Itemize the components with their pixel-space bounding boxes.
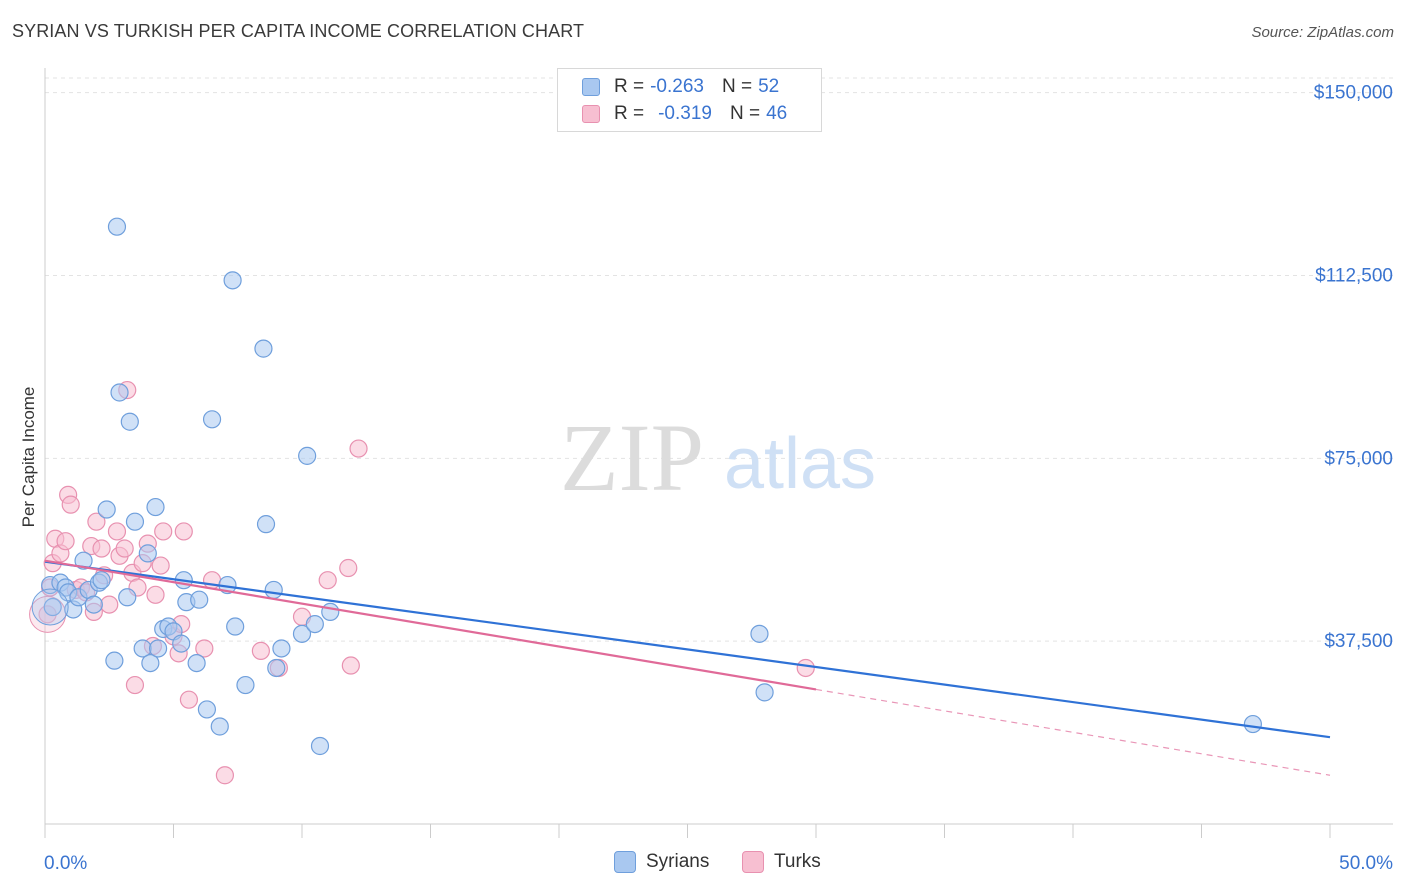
point-turks (179, 690, 199, 709)
point-turks (125, 675, 145, 695)
point-syrians (321, 602, 340, 622)
point-syrians (210, 717, 229, 736)
point-syrians (92, 571, 111, 590)
point-syrians (202, 410, 222, 429)
r-value-syrians: -0.263 (650, 76, 704, 97)
syrians-swatch (582, 78, 600, 96)
point-syrians (138, 544, 157, 563)
syrians-legend-label: Syrians (646, 851, 710, 872)
point-syrians (226, 617, 245, 636)
point-turks (87, 512, 106, 531)
point-turks (146, 585, 165, 604)
point-syrians (84, 595, 103, 614)
point-turks (92, 539, 111, 558)
point-turks (107, 522, 127, 541)
point-turks (174, 522, 193, 541)
watermark: ZIP atlas (560, 404, 876, 511)
point-syrians (298, 446, 317, 465)
tick-labels: $37,500 $75,000 $112,500 $150,000 0.0% 50.0% (44, 83, 1393, 874)
correlation-legend: R = -0.263 N = 52 R = -0.319 N = 46 (557, 68, 822, 132)
n-label: N = (721, 76, 753, 97)
legend-item-syrians[interactable]: Syrians (614, 851, 709, 873)
turks-swatch (582, 105, 600, 123)
point-turks (349, 439, 368, 458)
point-syrians (120, 412, 139, 431)
legend-row-turks: R = -0.319 N = 46 (582, 102, 787, 126)
point-turks (796, 658, 815, 678)
point-syrians (256, 515, 276, 534)
point-syrians (43, 597, 62, 617)
point-turks (115, 539, 134, 558)
point-turks (215, 766, 234, 785)
n-label: N = (729, 103, 761, 124)
watermark-zip: ZIP (560, 404, 704, 511)
point-syrians (223, 271, 242, 290)
point-turks (341, 656, 360, 675)
point-syrians (305, 614, 324, 634)
point-syrians (187, 653, 206, 673)
n-value-turks: 46 (766, 103, 788, 124)
trend-line-syrians (44, 560, 1331, 739)
point-syrians (146, 497, 165, 517)
point-turks (195, 639, 214, 658)
legend-row-syrians: R = -0.263 N = 52 (582, 75, 779, 99)
point-syrians (110, 383, 129, 402)
source-label: Source: ZipAtlas.com (1251, 24, 1394, 41)
point-syrians (172, 634, 191, 653)
point-turks (151, 556, 170, 575)
n-value-syrians: 52 (758, 76, 780, 97)
trend-line-extension-turks (815, 688, 1331, 776)
point-syrians (254, 339, 273, 358)
point-syrians (236, 675, 255, 695)
point-syrians (1243, 714, 1263, 734)
y-tick-label: $37,500 (1324, 631, 1393, 652)
legend-item-turks[interactable]: Turks (742, 851, 821, 873)
y-tick-label: $112,500 (1315, 265, 1393, 286)
point-turks (251, 641, 270, 661)
point-syrians (272, 639, 291, 658)
point-syrians (264, 580, 283, 600)
point-syrians (107, 217, 127, 236)
r-label: R = (614, 76, 645, 97)
point-syrians (310, 736, 330, 756)
point-syrians (197, 700, 217, 719)
point-turks (61, 495, 80, 514)
point-syrians (97, 500, 116, 519)
point-syrians (74, 551, 93, 570)
point-syrians (750, 624, 769, 643)
y-tick-label: $75,000 (1324, 448, 1393, 469)
y-tick-label: $150,000 (1314, 83, 1393, 104)
point-syrians (267, 658, 286, 678)
turks-legend-swatch (742, 851, 764, 873)
r-label: R = (614, 103, 645, 124)
x-tick-label-max: 50.0% (1339, 853, 1393, 874)
trend-line-turks (44, 559, 817, 691)
y-axis-label: Per Capita Income (19, 386, 38, 528)
syrians-legend-swatch (614, 851, 636, 873)
point-turks (100, 595, 119, 614)
turks-legend-label: Turks (774, 851, 821, 872)
point-turks (318, 571, 337, 590)
point-turks (154, 522, 173, 541)
chart-title: SYRIAN VS TURKISH PER CAPITA INCOME CORR… (12, 21, 585, 41)
point-syrians-large (31, 588, 69, 626)
x-tick-label-min: 0.0% (44, 853, 87, 874)
trend-lines (44, 559, 1331, 776)
axes (44, 68, 1393, 838)
point-syrians (190, 590, 209, 609)
point-turks (339, 558, 358, 578)
point-syrians (148, 639, 168, 658)
point-syrians (105, 651, 124, 670)
point-turks (56, 532, 75, 551)
point-syrians (755, 683, 774, 702)
r-value-turks: -0.319 (658, 103, 712, 124)
watermark-atlas: atlas (724, 424, 876, 504)
point-syrians (141, 653, 160, 673)
point-syrians (292, 624, 312, 643)
gridlines (45, 77, 1393, 642)
point-syrians (125, 512, 145, 531)
point-syrians (118, 588, 137, 607)
